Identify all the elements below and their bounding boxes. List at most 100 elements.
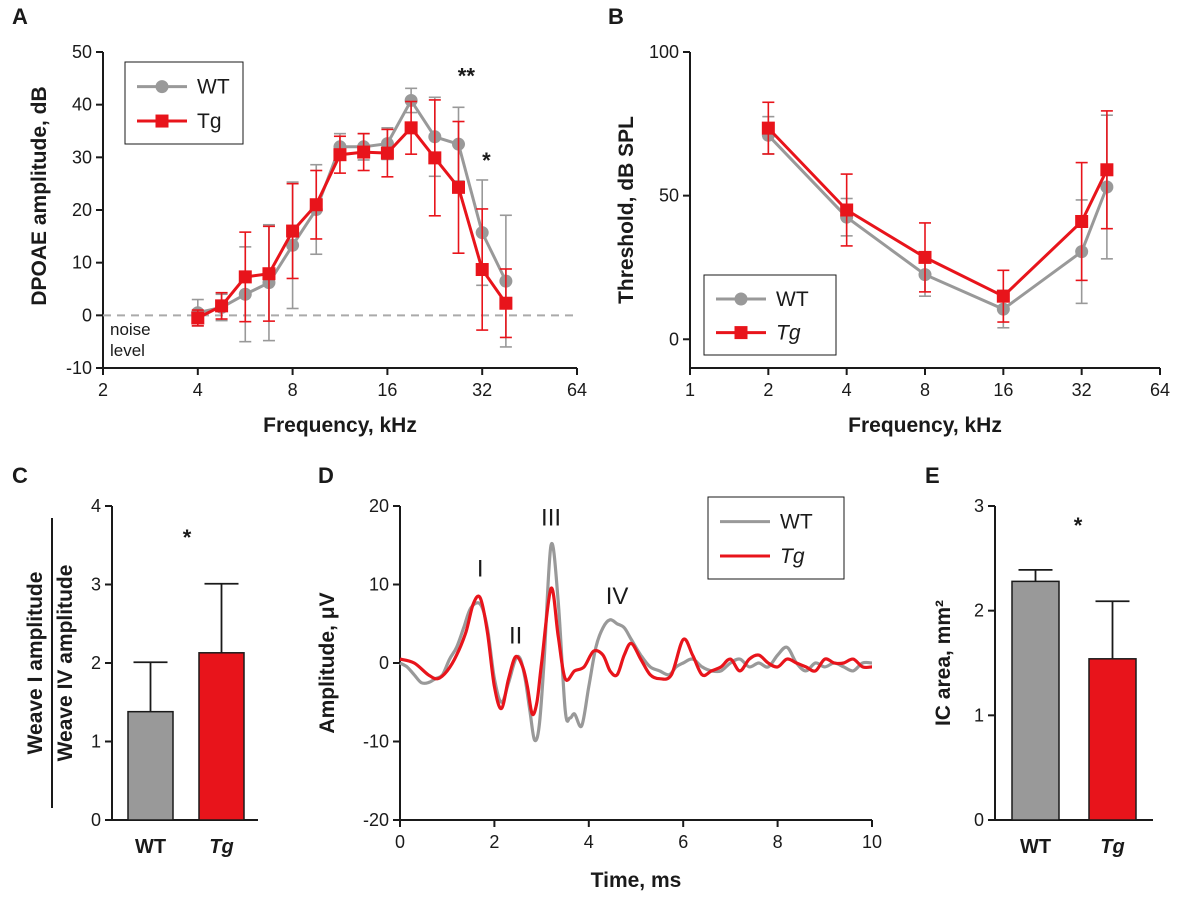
- series-tg-trace: [399, 586, 873, 717]
- bar-tg: [198, 652, 245, 821]
- x-tick-label: 6: [678, 832, 688, 852]
- category-label: Tg: [209, 836, 233, 858]
- y-tick-label: 20: [72, 200, 92, 220]
- y-tick-label: 10: [72, 253, 92, 273]
- data-point: [309, 198, 323, 212]
- data-point: [404, 93, 418, 107]
- legend-label: WT: [776, 288, 809, 311]
- data-point: [215, 299, 229, 313]
- legend-label: WT: [197, 76, 230, 99]
- bar-wt: [1011, 580, 1060, 821]
- y-tick-label: 2: [974, 601, 984, 621]
- x-tick-label: 0: [395, 832, 405, 852]
- panel-label: B: [608, 4, 624, 29]
- peak-label: II: [509, 622, 522, 649]
- significance-marker: *: [1074, 513, 1083, 538]
- significance-marker: *: [482, 148, 491, 173]
- data-point: [840, 203, 854, 217]
- y-tick-label: 0: [91, 810, 101, 830]
- y-tick-label: 1: [91, 732, 101, 752]
- x-tick-label: 2: [489, 832, 499, 852]
- series-wt-markers: [761, 128, 1114, 316]
- bar-tg: [1088, 658, 1137, 821]
- y-axis-title-denominator: Weave IV amplitude: [54, 565, 77, 762]
- panel-e: E 0 1 2 3 WT Tg * IC area, mm²: [925, 463, 1153, 858]
- legend-marker: [734, 326, 748, 340]
- x-tick-label: 16: [377, 380, 397, 400]
- y-axis-title-numerator: Weave I amplitude: [24, 572, 47, 755]
- panel-label: A: [12, 4, 28, 29]
- y-tick-label: 1: [974, 705, 984, 725]
- legend-label: Tg: [780, 545, 805, 568]
- data-point: [761, 121, 775, 135]
- data-point: [475, 263, 489, 277]
- x-axis-title: Frequency, kHz: [263, 414, 417, 437]
- category-label: WT: [1020, 836, 1051, 858]
- series-tg-line: [767, 127, 1109, 299]
- data-point: [262, 267, 276, 281]
- x-tick-label: 2: [98, 380, 108, 400]
- x-tick-label: 1: [685, 380, 695, 400]
- x-axis-title: Frequency, kHz: [848, 414, 1002, 437]
- data-point: [286, 224, 300, 238]
- data-point: [238, 270, 252, 284]
- data-point: [428, 151, 442, 165]
- peak-label: I: [477, 556, 484, 583]
- legend-box: [703, 274, 837, 356]
- peak-label: III: [541, 505, 561, 532]
- y-tick-label: 4: [91, 496, 101, 516]
- y-tick-label: 0: [974, 810, 984, 830]
- panel-label: E: [925, 463, 940, 488]
- x-tick-label: 8: [288, 380, 298, 400]
- y-tick-label: 3: [974, 496, 984, 516]
- data-point: [996, 289, 1010, 303]
- y-tick-label: 20: [369, 496, 389, 516]
- legend-box: [707, 496, 845, 580]
- y-tick-label: 50: [72, 42, 92, 62]
- data-point: [1100, 163, 1114, 177]
- data-point: [1075, 214, 1089, 228]
- legend-marker: [155, 80, 169, 94]
- category-label: WT: [135, 836, 166, 858]
- data-point: [357, 145, 371, 159]
- x-tick-label: 2: [763, 380, 773, 400]
- legend-marker: [155, 114, 169, 128]
- x-tick-label: 32: [472, 380, 492, 400]
- data-point: [191, 311, 205, 325]
- data-point: [499, 296, 513, 310]
- panel-label: C: [12, 463, 28, 488]
- legend-label: Tg: [776, 322, 801, 345]
- panel-label: D: [318, 463, 334, 488]
- x-axis-title: Time, ms: [591, 869, 682, 892]
- bar-wt: [127, 710, 174, 821]
- panel-a: A2 4 8 16 32 64-1001020304050noiselevel***WTT…: [12, 4, 587, 437]
- y-tick-label: -10: [66, 358, 92, 378]
- noise-label: noise: [110, 320, 151, 339]
- noise-label: level: [110, 341, 145, 360]
- data-point: [918, 250, 932, 264]
- x-tick-label: 10: [862, 832, 882, 852]
- y-tick-label: 50: [659, 186, 679, 206]
- y-tick-label: 0: [669, 329, 679, 349]
- y-tick-label: 2: [91, 653, 101, 673]
- x-tick-label: 64: [567, 380, 587, 400]
- significance-marker: **: [458, 64, 476, 89]
- x-tick-label: 8: [920, 380, 930, 400]
- y-tick-label: 0: [82, 305, 92, 325]
- legend-label: WT: [780, 511, 813, 534]
- legend-label: Tg: [197, 110, 222, 133]
- y-tick-label: 10: [369, 575, 389, 595]
- legend-box: [124, 61, 244, 145]
- y-tick-label: 0: [379, 653, 389, 673]
- significance-marker: *: [183, 525, 192, 550]
- y-axis-title: Threshold, dB SPL: [615, 116, 638, 304]
- y-tick-label: -20: [363, 810, 389, 830]
- legend-marker: [734, 292, 748, 306]
- y-axis-title: IC area, mm²: [932, 600, 955, 726]
- x-tick-label: 16: [993, 380, 1013, 400]
- series-tg-markers: [761, 121, 1114, 303]
- data-point: [380, 146, 394, 160]
- y-tick-label: 100: [649, 42, 679, 62]
